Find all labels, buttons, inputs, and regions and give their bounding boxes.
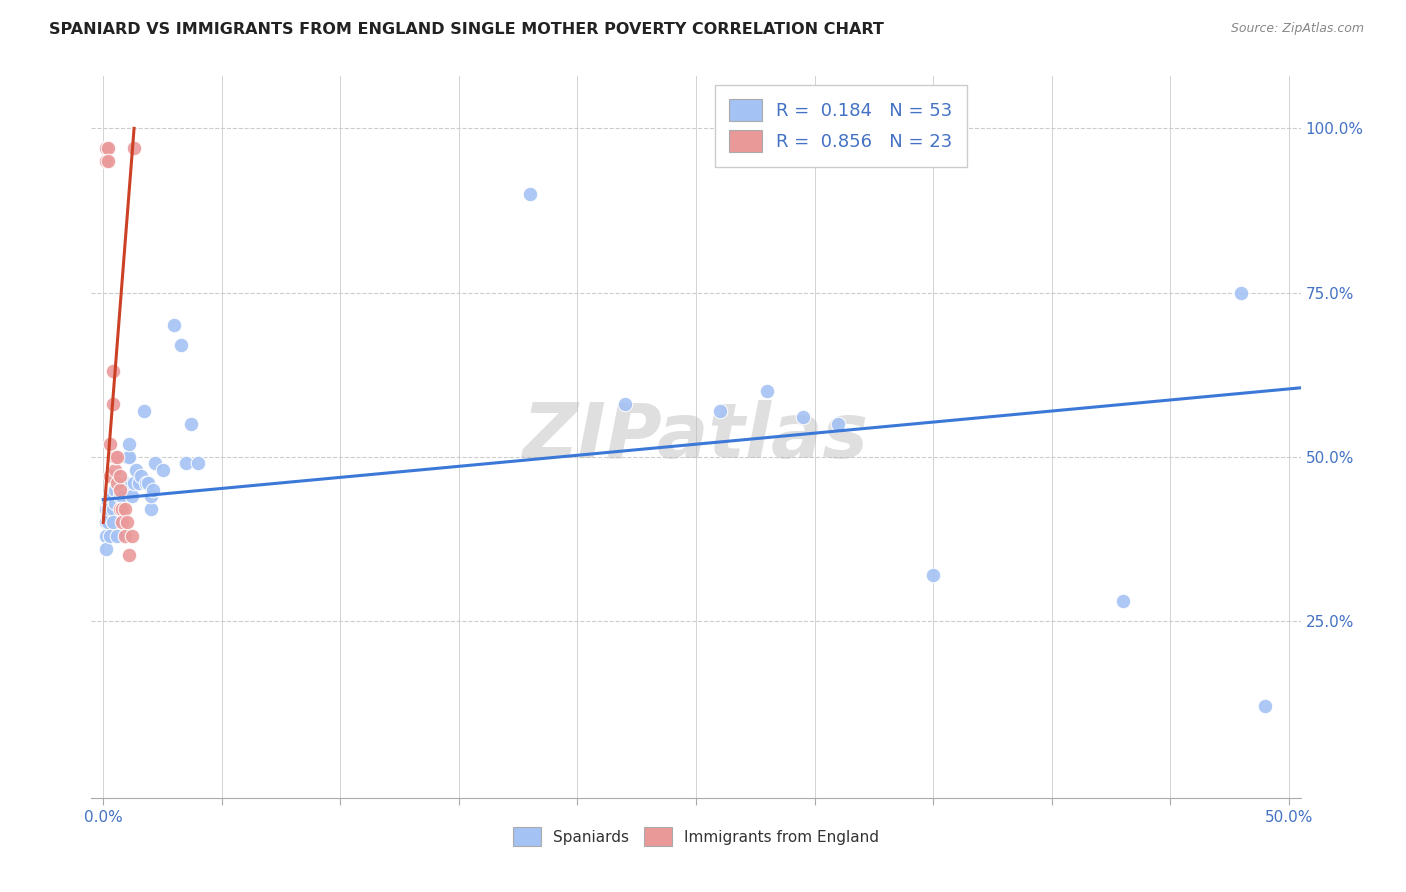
Point (118, 436, 141, 450)
Point (97, 496, 120, 510)
Point (1230, 285, 1253, 300)
Point (97, 141, 120, 155)
Point (108, 489, 131, 503)
Point (792, 410, 814, 425)
Point (132, 404, 155, 418)
Point (94, 502, 117, 516)
Point (121, 489, 143, 503)
Point (122, 476, 145, 491)
Point (97, 508, 120, 523)
Point (101, 489, 124, 503)
Point (136, 476, 159, 491)
Point (139, 502, 162, 516)
Point (114, 476, 136, 491)
Point (142, 483, 165, 497)
Point (115, 450, 138, 464)
Point (145, 456, 167, 470)
Point (152, 463, 174, 477)
Point (135, 476, 157, 491)
Text: ZIPatlas: ZIPatlas (523, 401, 869, 474)
Point (125, 463, 148, 477)
Point (98, 489, 121, 503)
Text: SPANIARD VS IMMIGRANTS FROM ENGLAND SINGLE MOTHER POVERTY CORRELATION CHART: SPANIARD VS IMMIGRANTS FROM ENGLAND SING… (49, 22, 884, 37)
Point (114, 502, 136, 516)
Point (101, 502, 124, 516)
Point (98, 528, 121, 542)
Point (97, 502, 120, 516)
Point (1112, 594, 1135, 608)
Point (98, 502, 121, 516)
Point (104, 450, 127, 464)
Point (104, 463, 127, 477)
Point (97, 154, 120, 169)
Point (709, 404, 731, 418)
Point (94, 154, 117, 169)
Point (827, 417, 849, 431)
Point (118, 549, 141, 563)
Point (1254, 699, 1277, 714)
Point (174, 456, 197, 470)
Point (97, 516, 120, 530)
Point (94, 541, 117, 556)
Point (122, 141, 145, 155)
Point (101, 397, 124, 411)
Point (108, 469, 131, 483)
Point (111, 516, 134, 530)
Point (108, 476, 131, 491)
Point (613, 397, 636, 411)
Text: Source: ZipAtlas.com: Source: ZipAtlas.com (1230, 22, 1364, 36)
Point (187, 456, 209, 470)
Point (128, 476, 150, 491)
Point (121, 528, 143, 542)
Point (111, 489, 134, 503)
Legend: Spaniards, Immigrants from England: Spaniards, Immigrants from England (508, 822, 884, 852)
Point (170, 338, 193, 352)
Point (104, 483, 127, 497)
Point (94, 516, 117, 530)
Point (107, 469, 129, 483)
Point (139, 489, 162, 503)
Point (163, 318, 186, 333)
Point (94, 141, 117, 155)
Point (756, 384, 779, 398)
Point (922, 568, 945, 582)
Point (104, 496, 127, 510)
Point (108, 483, 131, 497)
Point (118, 450, 141, 464)
Point (114, 528, 136, 542)
Point (107, 450, 129, 464)
Point (180, 417, 202, 431)
Point (519, 187, 541, 202)
Point (108, 502, 131, 516)
Point (111, 502, 134, 516)
Point (94, 528, 117, 542)
Point (101, 364, 124, 378)
Point (107, 528, 129, 542)
Point (107, 476, 129, 491)
Point (101, 516, 124, 530)
Point (98, 436, 121, 450)
Point (115, 516, 138, 530)
Point (129, 469, 152, 483)
Point (98, 469, 121, 483)
